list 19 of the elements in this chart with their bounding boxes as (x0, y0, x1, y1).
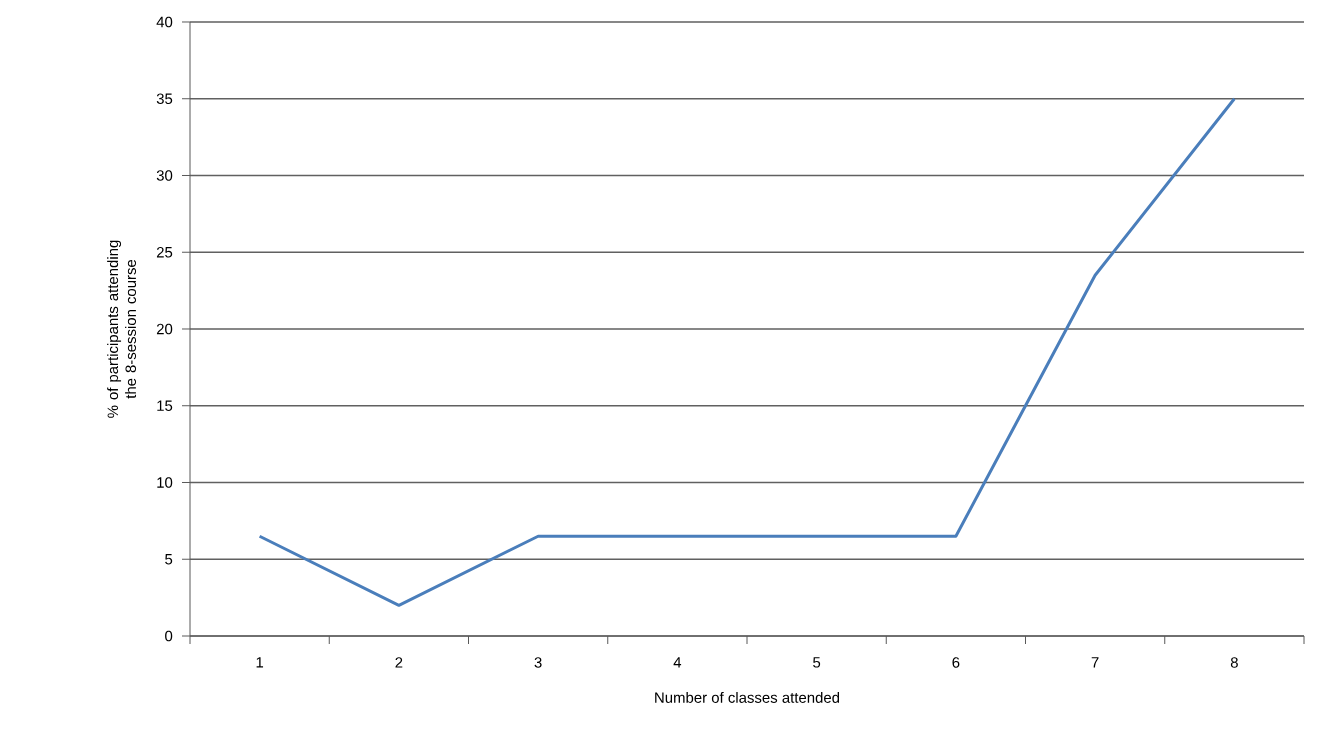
x-axis-title: Number of classes attended (655, 691, 840, 703)
x-tick-label: 2 (395, 657, 403, 668)
y-tick-label: 0 (165, 630, 173, 642)
y-tick-label: 20 (156, 323, 173, 335)
y-axis-title: % of participants attending the 8-session course (107, 240, 137, 418)
x-tick-label: 6 (952, 657, 960, 668)
x-tick-label: 5 (813, 657, 821, 668)
x-tick-label: 7 (1091, 657, 1099, 668)
x-tick-label: 4 (673, 657, 682, 668)
y-tick-label: 10 (157, 477, 173, 488)
y-tick-label: 25 (156, 246, 173, 258)
y-tick-label: 30 (156, 170, 173, 181)
x-tick-label: 3 (534, 657, 542, 668)
y-tick-label: 40 (156, 16, 173, 28)
x-tick-label: 1 (256, 657, 264, 668)
y-tick-label: 5 (165, 554, 173, 565)
y-tick-label: 35 (156, 93, 173, 105)
x-tick-label: 8 (1230, 657, 1238, 668)
y-tick-label: 15 (157, 400, 173, 411)
